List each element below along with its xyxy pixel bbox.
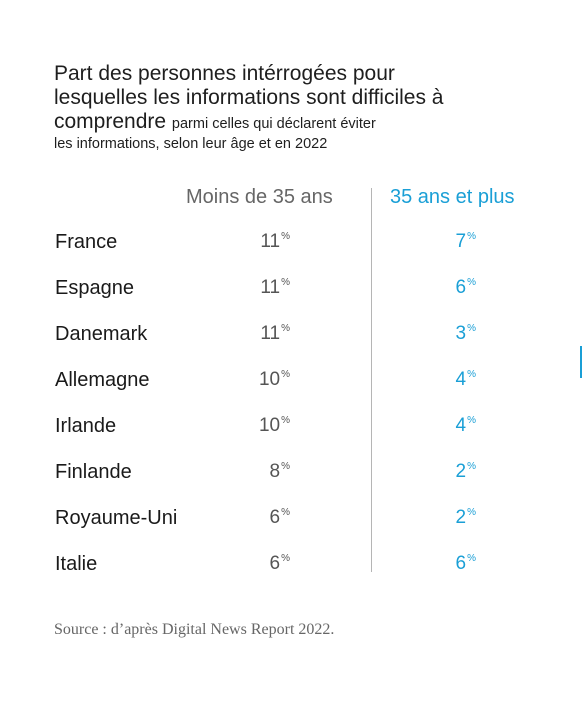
row-label-country: Finlande <box>55 461 132 483</box>
row-label-country: Italie <box>55 553 98 575</box>
value-old: 7% <box>455 231 476 252</box>
row-label-country: Irlande <box>55 415 117 437</box>
column-header-old: 35 ans et plus <box>390 186 515 208</box>
value-young: 10% <box>258 369 290 390</box>
column-divider <box>371 188 372 572</box>
value-young: 6% <box>269 553 290 574</box>
row-label-country: Espagne <box>55 277 134 299</box>
value-young: 6% <box>269 507 290 528</box>
row-label-country: Royaume-Uni <box>55 507 178 529</box>
row-label-country: France <box>55 231 118 253</box>
value-old: 6% <box>455 277 476 298</box>
value-old: 4% <box>455 369 476 390</box>
value-young: 11% <box>260 277 290 298</box>
value-old: 2% <box>455 507 476 528</box>
value-old: 6% <box>455 553 476 574</box>
chart-subtitle: les informations, selon leur âge et en 2… <box>54 136 328 152</box>
chart-title-sub: parmi celles qui déclarent éviter <box>171 116 376 132</box>
column-header-young: Moins de 35 ans <box>186 186 333 208</box>
value-old: 4% <box>455 415 476 436</box>
edge-mark <box>580 346 582 378</box>
value-old: 2% <box>455 461 476 482</box>
row-label-country: Allemagne <box>55 369 150 391</box>
value-old: 3% <box>455 323 476 344</box>
chart-title: Part des personnes intérrogées pour lesq… <box>54 62 494 134</box>
value-young: 10% <box>258 415 290 436</box>
row-label-country: Danemark <box>55 323 148 345</box>
value-young: 11% <box>260 323 290 344</box>
source-note: Source : d’après Digital News Report 202… <box>54 621 335 638</box>
chart-title-main: Part des personnes intérrogées pour lesq… <box>54 62 444 133</box>
value-young: 8% <box>269 461 290 482</box>
value-young: 11% <box>260 231 290 252</box>
